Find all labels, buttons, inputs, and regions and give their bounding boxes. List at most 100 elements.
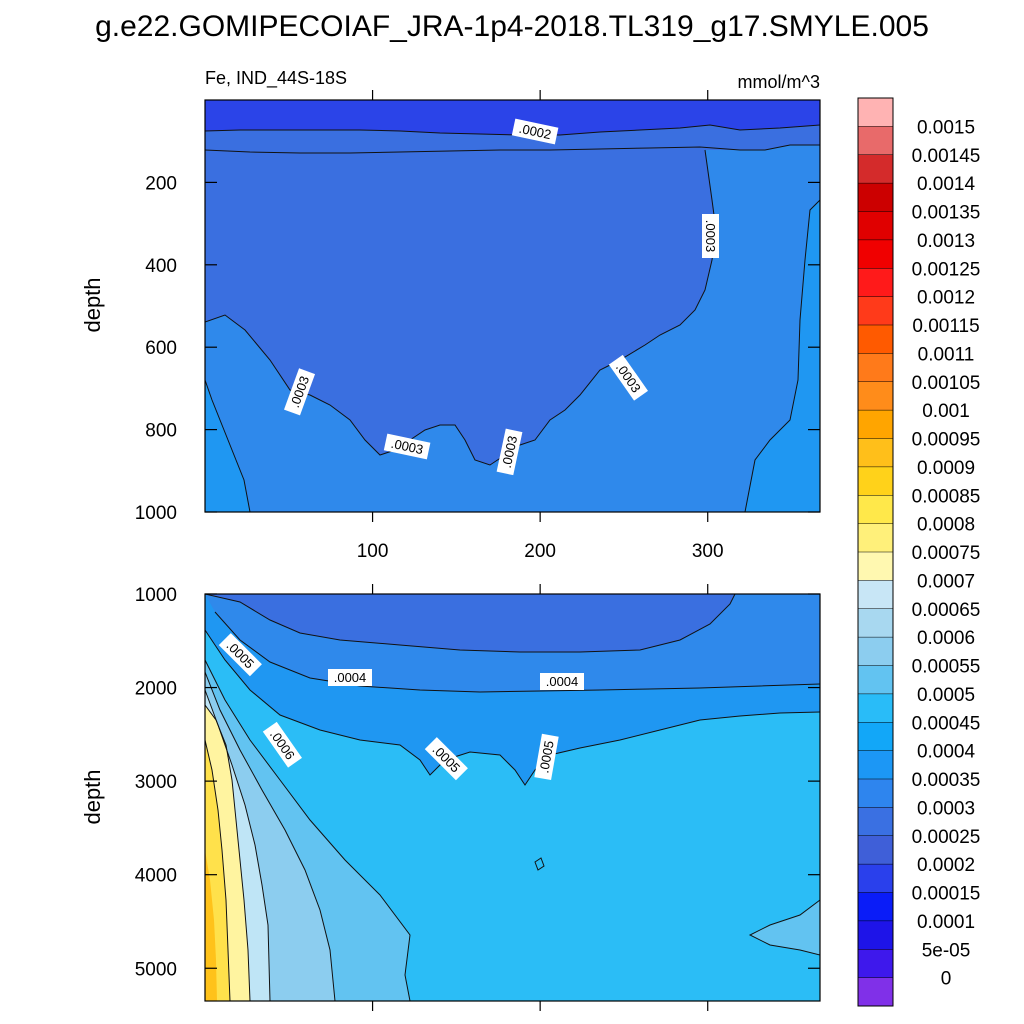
lower-contour-field <box>205 594 820 1001</box>
colorbar-segment <box>858 154 893 184</box>
contour-label: .0005 <box>534 733 559 781</box>
svg-text:.0003: .0003 <box>499 434 520 469</box>
colorbar-label: 0.00105 <box>912 373 981 394</box>
colorbar-label: 0.0007 <box>917 571 975 592</box>
colorbar-segment <box>858 835 893 865</box>
upper-region-bottom-left <box>205 380 250 512</box>
colorbar-segment <box>858 608 893 638</box>
colorbar-segment <box>858 353 893 383</box>
colorbar-segment <box>858 892 893 922</box>
colorbar-label: 0.0003 <box>917 798 975 819</box>
upper-contour-line-bowl <box>205 149 717 466</box>
contour-label: .0004 <box>328 669 372 686</box>
colorbar-segment <box>858 750 893 780</box>
upper-panel: Fe, IND_44S-18S mmol/m^3 .0002 .0003 .0 <box>80 68 821 562</box>
contour-label: .0003 <box>496 428 523 476</box>
colorbar-segment <box>858 410 893 439</box>
colorbar-segment <box>858 268 893 298</box>
lower-region-core <box>205 850 217 1001</box>
colorbar-label: 0.0006 <box>917 628 975 649</box>
svg-text:.0003: .0003 <box>703 220 718 253</box>
figure-title: g.e22.GOMIPECOIAF_JRA-1p4-2018.TL319_g17… <box>95 10 929 43</box>
y-tick-label: 4000 <box>135 866 177 887</box>
colorbar-label: 0.0011 <box>918 344 975 365</box>
colorbar-segment <box>858 523 893 553</box>
colorbar-label: 0.0002 <box>917 855 975 876</box>
colorbar-label: 0.0008 <box>917 515 975 536</box>
y-tick-label: 800 <box>145 421 177 442</box>
colorbar-segment <box>858 920 893 950</box>
y-tick-label: 3000 <box>135 772 177 793</box>
colorbar-label: 0.0001 <box>917 912 975 933</box>
y-tick-label: 1000 <box>135 503 177 524</box>
lower-contour-lines <box>205 594 820 1001</box>
lower-x-axis <box>371 584 709 1011</box>
colorbar-label: 0.0005 <box>917 685 975 706</box>
contour-label: .0002 <box>511 118 559 145</box>
colorbar-label: 0 <box>941 969 952 990</box>
contour-label: .0003 <box>702 214 719 258</box>
y-tick-label: 5000 <box>135 959 177 980</box>
y-tick-label: 600 <box>145 338 177 359</box>
x-tick-label: 100 <box>357 541 389 562</box>
colorbar-segment <box>858 296 893 326</box>
lower-y-axis: 1000 2000 3000 4000 5000 <box>135 585 820 980</box>
colorbar-label: 0.00055 <box>912 657 981 678</box>
y-tick-label: 1000 <box>135 585 177 606</box>
lower-region-top <box>205 594 735 652</box>
colorbar-segment <box>858 438 893 468</box>
colorbar-segment <box>858 98 893 127</box>
svg-text:.0003: .0003 <box>390 436 425 457</box>
upper-y-axis: 200 400 600 800 1000 <box>135 173 820 524</box>
upper-x-axis: 100 200 300 <box>357 90 724 562</box>
colorbar-segment <box>858 693 893 723</box>
upper-contour-field <box>205 100 820 512</box>
colorbar-segment <box>858 183 893 212</box>
y-tick-label: 400 <box>145 256 177 277</box>
upper-contour-line-bottom-left <box>205 379 251 512</box>
colorbar-label: 0.00095 <box>912 430 981 451</box>
colorbar-label: 0.00075 <box>912 543 981 564</box>
colorbar-label: 0.00145 <box>912 146 981 167</box>
colorbar-segment <box>858 864 893 893</box>
colorbar-label: 0.0014 <box>917 174 976 195</box>
y-tick-label: 200 <box>145 173 177 194</box>
colorbar-label: 0.0013 <box>917 231 975 252</box>
colorbar-label: 0.0009 <box>917 458 975 479</box>
colorbar-label: 0.00015 <box>912 884 981 905</box>
svg-text:.0004: .0004 <box>334 670 367 685</box>
upper-y-axis-title: depth <box>80 277 105 332</box>
upper-region-bowl <box>205 100 820 465</box>
colorbar-label: 0.00025 <box>912 827 981 848</box>
colorbar-label: 0.00125 <box>912 259 981 280</box>
colorbar-segment <box>858 977 893 1007</box>
lower-y-axis-title: depth <box>80 769 105 824</box>
upper-contour-line-right <box>744 199 820 512</box>
colorbar-segment <box>858 466 893 496</box>
colorbar-segment <box>858 722 893 752</box>
colorbar: 0.0015 0.00145 0.0014 0.00135 0.0013 0.00125 0… <box>857 97 981 1007</box>
colorbar-segment <box>858 779 893 808</box>
colorbar-label: 0.00115 <box>912 316 979 337</box>
colorbar-label: 0.0012 <box>917 288 975 309</box>
colorbar-segment <box>858 325 893 354</box>
lower-plot-frame <box>204 593 821 1002</box>
colorbar-segment <box>858 495 893 525</box>
contour-label: .0004 <box>540 673 584 690</box>
colorbar-label: 0.001 <box>922 401 970 422</box>
colorbar-label: 0.00035 <box>912 770 981 791</box>
colorbar-label: 0.0004 <box>917 742 976 763</box>
x-tick-label: 200 <box>524 541 556 562</box>
colorbar-label: 0.0015 <box>917 117 975 138</box>
colorbar-segment <box>858 949 893 979</box>
x-tick-label: 300 <box>692 541 724 562</box>
svg-text:.0005: .0005 <box>536 740 556 775</box>
colorbar-segment <box>858 126 893 156</box>
colorbar-segment <box>858 807 893 837</box>
colorbar-label: 0.00045 <box>912 713 981 734</box>
colorbar-segment <box>858 580 893 610</box>
contour-label: .0003 <box>383 433 431 460</box>
upper-contour-line-100m <box>205 144 820 154</box>
colorbar-label: 0.00135 <box>912 203 981 224</box>
